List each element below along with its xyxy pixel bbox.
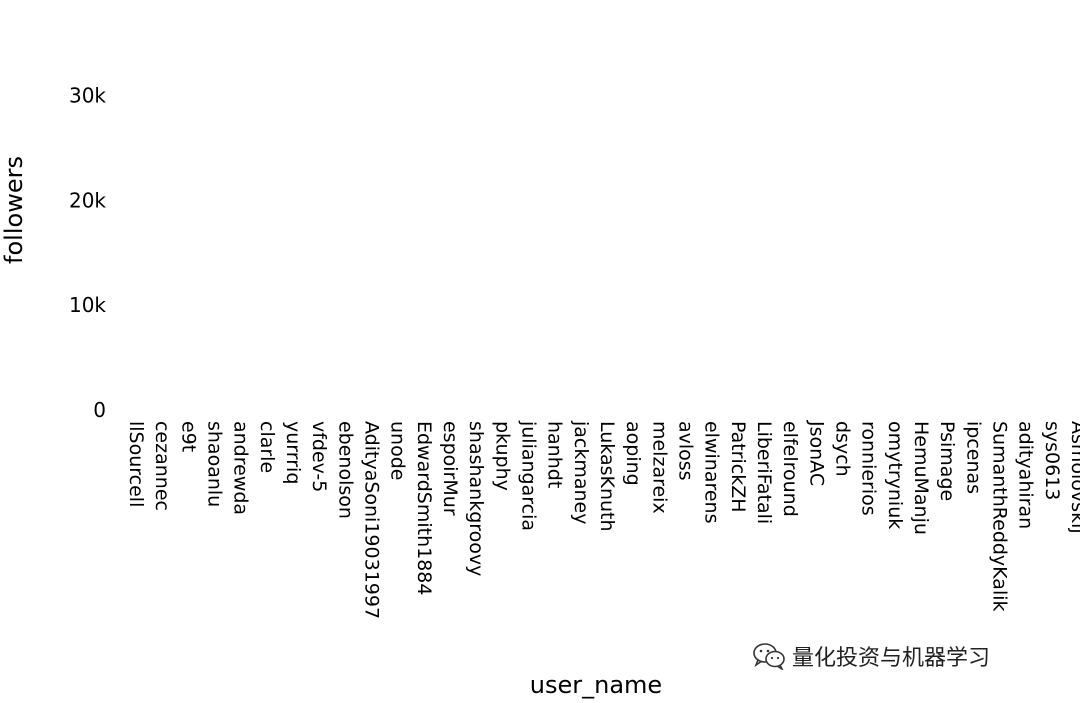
x-axis-title: user_name [530,671,662,699]
x-tick-label: Psimage [936,421,958,501]
y-tick-label: 30k [69,83,106,107]
x-tick-label: shashankgroovy [465,421,487,576]
x-tick-label: ronnierios [858,421,880,516]
x-tick-label: sys0613 [1041,421,1063,500]
x-tick-label: juliangarcia [518,420,540,531]
x-tick-label: ebenolson [334,421,356,519]
y-tick-label: 10k [69,293,106,317]
x-tick-label: adityahiran [1015,421,1037,529]
x-tick-label: elfelround [779,421,801,517]
x-tick-label: SumanthReddyKalik [988,421,1010,612]
x-tick-label: LiberiFatali [753,421,775,524]
x-tick-label: EdwardSmith1884 [413,421,435,595]
x-tick-label: LukasKnuth [596,421,618,532]
x-tick-label: AdityaSoni19031997 [361,421,383,619]
x-tick-label: HemuManju [910,421,932,535]
x-tick-label: cezannec [151,421,173,511]
x-tick-label: avloss [674,421,696,481]
y-axis-ticks: 0 10k 20k 30k [69,83,106,422]
x-tick-label: PatrickZH [727,421,749,513]
x-tick-label: espoirMur [439,421,461,516]
x-axis-ticks: llSourcell cezannec e9t shaoanlu andrewda cla… [125,420,1080,619]
x-tick-label: ipcenas [962,421,984,494]
x-tick-label: vfdev-5 [308,421,330,492]
x-tick-label: omytryniuk [884,421,906,529]
watermark-text: 量化投资与机器学习 [792,646,991,671]
x-tick-label: andrewda [230,421,252,515]
x-tick-label: e9t [177,421,199,452]
x-tick-label: llSourcell [125,421,147,507]
x-tick-label: aoping [622,421,644,486]
wechat-icon [753,643,785,670]
x-tick-label: pkuphy [491,421,513,491]
x-tick-label: hanhdt [544,421,566,488]
x-tick-label: clarle [256,421,278,473]
y-axis-title: followers [0,156,28,264]
x-tick-label: JsonAC [805,420,827,486]
watermark: 量化投资与机器学习 [752,640,990,672]
y-tick-label: 0 [93,398,106,422]
y-tick-label: 20k [69,188,106,212]
x-tick-label: melzareix [648,421,670,514]
x-tick-label: Asmolovskij [1067,421,1080,534]
x-tick-label: yurrriq [282,421,304,484]
x-tick-label: jackmaney [570,420,592,525]
x-tick-label: dsych [831,421,853,477]
x-tick-label: unode [387,421,409,480]
x-tick-label: shaoanlu [204,421,226,507]
x-tick-label: elwinarens [701,421,723,524]
